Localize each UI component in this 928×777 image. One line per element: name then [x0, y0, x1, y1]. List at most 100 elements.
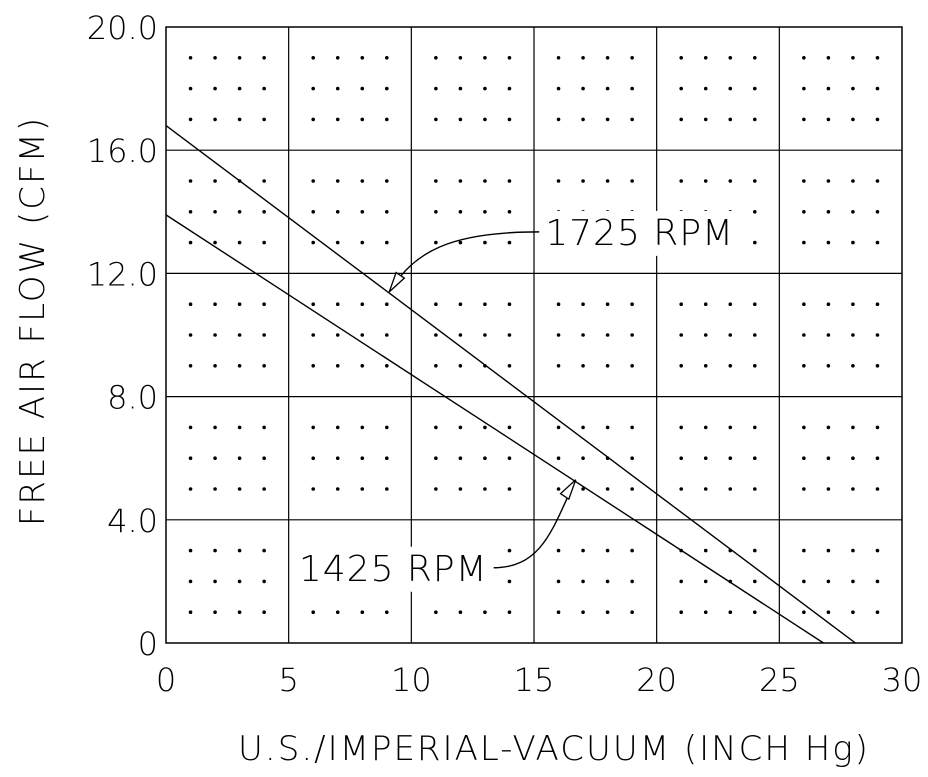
grid-dot — [826, 56, 831, 60]
grid-dot — [826, 240, 831, 245]
grid-dot — [703, 333, 708, 337]
grid-dot — [851, 425, 855, 430]
grid-dot — [213, 610, 217, 614]
grid-dot — [875, 86, 880, 91]
grid-dot — [851, 610, 855, 614]
grid-dot — [188, 548, 193, 553]
grid-dot — [483, 56, 487, 60]
grid-dot — [385, 56, 389, 60]
grid-dot — [826, 548, 831, 553]
series-callouts: 1725 RPM 1425 RPM — [294, 210, 739, 592]
x-tick-label: 5 — [278, 661, 298, 699]
grid-dot — [237, 333, 242, 337]
grid-dot — [556, 425, 561, 430]
grid-dot — [434, 333, 438, 337]
grid-dot — [753, 364, 757, 368]
callout-label-background — [541, 210, 739, 256]
grid-dot — [802, 56, 806, 60]
grid-dot — [875, 548, 880, 553]
grid-dot — [703, 364, 708, 368]
grid-dot — [679, 117, 683, 122]
plot-frame — [165, 26, 903, 644]
grid-dot — [679, 425, 683, 430]
grid-dot — [483, 425, 487, 430]
grid-dot — [728, 425, 733, 430]
grid-dot — [262, 487, 266, 491]
grid-dot — [802, 240, 806, 245]
grid-dot — [753, 487, 757, 491]
callout-arrowhead-1425-rpm — [559, 479, 577, 501]
grid-dot — [385, 425, 389, 430]
grid-dot-pattern — [188, 56, 880, 614]
grid-dot — [851, 179, 855, 183]
y-tick-label: 12.0 — [87, 255, 158, 293]
grid-dot — [311, 425, 316, 430]
grid-dot — [237, 117, 242, 122]
grid-dot — [237, 86, 242, 91]
grid-dot — [753, 333, 757, 337]
grid-dot — [826, 456, 831, 461]
grid-dot — [802, 456, 806, 461]
grid-dot — [237, 487, 242, 491]
grid-dot — [556, 333, 561, 337]
grid-dot — [311, 240, 316, 245]
grid-dot — [581, 364, 585, 368]
y-axis-title: FREE AIR FLOW (CFM) — [13, 116, 53, 526]
grid-dot — [188, 86, 193, 91]
grid-dot — [507, 364, 512, 368]
grid-dot — [262, 333, 266, 337]
x-axis-title: U.S./IMPERIAL-VACUUM (INCH Hg) — [238, 729, 870, 769]
callout-arrowhead-1725-rpm — [388, 271, 406, 293]
grid-dot — [237, 364, 242, 368]
grid-dot — [213, 240, 217, 245]
grid-dot — [679, 56, 683, 60]
grid-dot — [434, 456, 438, 461]
grid-dot — [605, 117, 610, 122]
grid-dot — [753, 240, 757, 245]
grid-dot — [581, 86, 585, 91]
grid-dot — [605, 425, 610, 430]
grid-dot — [237, 56, 242, 60]
grid-dot — [802, 210, 806, 214]
grid-dot — [483, 456, 487, 461]
grid-dot — [605, 548, 610, 553]
grid-dot — [826, 579, 831, 584]
grid-dot — [237, 210, 242, 214]
grid-dot — [728, 117, 733, 122]
callout-label-1425-rpm: 1425 RPM — [299, 549, 488, 590]
grid-dot — [213, 487, 217, 491]
grid-dot — [458, 456, 463, 461]
grid-dot — [360, 364, 365, 368]
grid-dot — [630, 610, 634, 614]
grid-dot — [728, 179, 733, 183]
grid-dot — [875, 117, 880, 122]
grid-dot — [556, 548, 561, 553]
y-tick-label: 20.0 — [87, 9, 158, 47]
grid-dot — [311, 56, 316, 60]
grid-dot — [581, 333, 585, 337]
grid-dot — [581, 117, 585, 122]
grid-dot — [360, 210, 365, 214]
grid-dot — [434, 364, 438, 368]
grid-dot — [188, 579, 193, 584]
grid-dot — [507, 86, 512, 91]
grid-lines — [166, 27, 902, 643]
callout-label-background — [294, 546, 492, 592]
grid-dot — [188, 179, 193, 183]
grid-dot — [458, 487, 463, 491]
grid-dot — [262, 240, 266, 245]
grid-dot — [581, 487, 585, 491]
grid-dot — [679, 487, 683, 491]
grid-dot — [311, 364, 316, 368]
grid-dot — [311, 179, 316, 183]
grid-dot — [360, 425, 365, 430]
grid-dot — [360, 56, 365, 60]
grid-dot — [360, 302, 365, 307]
grid-dot — [188, 210, 193, 214]
grid-dot — [851, 56, 855, 60]
grid-dot — [581, 179, 585, 183]
grid-dot — [851, 210, 855, 214]
grid-dot — [262, 610, 266, 614]
grid-dot — [728, 456, 733, 461]
grid-dot — [630, 333, 634, 337]
